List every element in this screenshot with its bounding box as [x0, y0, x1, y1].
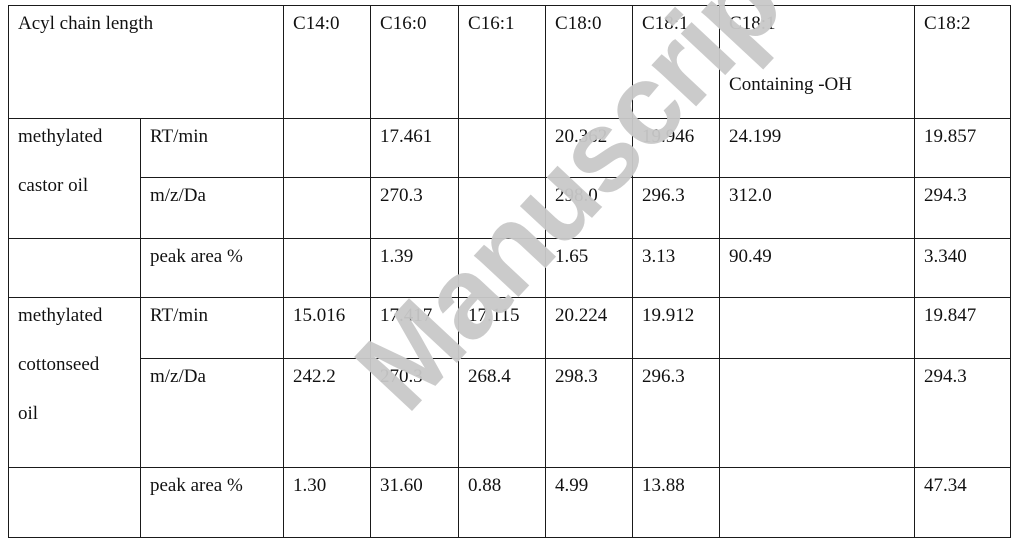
acyl-chain-length-table-wrapper: Acyl chain length C14:0 C16:0 C16:1 C18:… — [7, 5, 1012, 538]
cell-cottonseed-rt-c161: 17.115 — [458, 297, 547, 359]
group-label-castor-oil: methylated castor oil — [8, 118, 141, 239]
header-col-c180-label: C18:0 — [555, 13, 602, 34]
header-col-c160-label: C16:0 — [380, 13, 427, 34]
cell-castor-rt-c160: 17.461 — [370, 118, 460, 178]
group-label-cottonseed-oil-line1: methylated — [18, 305, 103, 326]
table-row: m/z/Da 242.2 270.3 268.4 298.3 296.3 294… — [9, 358, 1012, 468]
cell-castor-mz-c161 — [458, 177, 547, 239]
cell-castor-pa-c160: 1.39 — [370, 238, 460, 298]
header-col-c160: C16:0 — [370, 5, 460, 119]
cell-cottonseed-rt-c181: 19.912 — [632, 297, 721, 359]
cell-castor-rt-c181: 19.946 — [632, 118, 721, 178]
cell-cottonseed-pa-c181: 13.88 — [632, 467, 721, 538]
cell-castor-rt-c180: 20.362 — [545, 118, 634, 178]
header-col-c140-label: C14:0 — [293, 13, 340, 34]
header-col-c181: C18:1 — [632, 5, 721, 119]
header-col-c161-label: C16:1 — [468, 13, 515, 34]
cell-cottonseed-rt-c182: 19.847 — [914, 297, 1012, 359]
cell-cottonseed-rt-c160: 17.417 — [370, 297, 460, 359]
cell-cottonseed-rt-c181-oh — [719, 297, 916, 359]
cell-cottonseed-pa-c181-oh — [719, 467, 916, 538]
table-row: peak area % 1.39 1.65 3.13 90.49 3.340 — [8, 238, 1012, 298]
table-row: m/z/Da 270.3 298.0 296.3 312.0 294.3 — [9, 177, 1012, 239]
cell-castor-rt-c181-oh: 24.199 — [719, 118, 916, 178]
metric-label-rt-cottonseed: RT/min — [139, 297, 285, 359]
header-col-c140: C14:0 — [283, 5, 372, 119]
cell-castor-mz-c160: 270.3 — [370, 177, 460, 239]
group-label-cottonseed-oil-line2: cottonseed — [18, 353, 100, 375]
cell-castor-pa-c181-oh: 90.49 — [719, 238, 916, 298]
metric-label-rt-castor: RT/min — [139, 118, 285, 178]
cell-castor-rt-c161 — [458, 118, 547, 178]
cell-castor-pa-c181: 3.13 — [632, 238, 721, 298]
cell-castor-rt-c182: 19.857 — [914, 118, 1012, 178]
cell-castor-pa-c140 — [283, 238, 372, 298]
cell-cottonseed-pa-c161: 0.88 — [458, 467, 547, 538]
cell-castor-mz-c180: 298.0 — [545, 177, 634, 239]
cell-cottonseed-mz-c160: 270.3 — [370, 358, 460, 468]
cell-cottonseed-mz-c140: 242.2 — [283, 358, 372, 468]
header-col-c181-oh: C18:1 Containing -OH — [719, 5, 916, 119]
group-label-cottonseed-oil-line3: oil — [18, 402, 39, 424]
metric-label-mz-cottonseed: m/z/Da — [139, 358, 285, 468]
table-row: methylated castor oil RT/min 17.461 20.3… — [8, 118, 1012, 239]
cell-castor-mz-c140 — [283, 177, 372, 239]
header-row-label: Acyl chain length — [7, 5, 285, 119]
cell-cottonseed-mz-c180: 298.3 — [545, 358, 634, 468]
table-row: peak area % 1.30 31.60 0.88 4.99 13.88 4… — [8, 467, 1012, 538]
metric-label-mz-castor: m/z/Da — [139, 177, 285, 239]
header-col-c181-oh-sublabel: Containing -OH — [729, 73, 852, 95]
header-col-c161: C16:1 — [458, 5, 547, 119]
cell-castor-rt-c140 — [283, 118, 372, 178]
cell-castor-pa-c182: 3.340 — [914, 238, 1012, 298]
group-label-castor-oil-spacer — [8, 238, 141, 298]
cell-cottonseed-mz-c181-oh — [719, 358, 916, 468]
cell-castor-mz-c181: 296.3 — [632, 177, 721, 239]
table-row: methylated cottonseed oil RT/min 15.016 … — [8, 297, 1012, 468]
page-canvas: Manuscript Acyl chain length C14: — [7, 0, 1012, 538]
cell-cottonseed-mz-c182: 294.3 — [914, 358, 1012, 468]
cell-cottonseed-rt-c140: 15.016 — [283, 297, 372, 359]
group-label-castor-oil-line1: methylated — [18, 126, 103, 147]
cell-cottonseed-mz-c161: 268.4 — [458, 358, 547, 468]
group-label-castor-oil-line2: castor oil — [18, 174, 89, 196]
table-header-row: Acyl chain length C14:0 C16:0 C16:1 C18:… — [7, 5, 1012, 119]
cell-cottonseed-pa-c180: 4.99 — [545, 467, 634, 538]
cell-castor-pa-c180: 1.65 — [545, 238, 634, 298]
header-col-c182: C18:2 — [914, 5, 1012, 119]
cell-cottonseed-pa-c140: 1.30 — [283, 467, 372, 538]
acyl-chain-length-table: Acyl chain length C14:0 C16:0 C16:1 C18:… — [7, 5, 1012, 538]
cell-cottonseed-pa-c182: 47.34 — [914, 467, 1012, 538]
header-col-c182-label: C18:2 — [924, 13, 971, 34]
group-label-cottonseed-oil: methylated cottonseed oil — [8, 297, 141, 468]
metric-label-peakarea-castor: peak area % — [139, 238, 285, 298]
cell-cottonseed-mz-c181: 296.3 — [632, 358, 721, 468]
cell-castor-mz-c181-oh: 312.0 — [719, 177, 916, 239]
header-col-c180: C18:0 — [545, 5, 634, 119]
group-label-cottonseed-oil-spacer — [8, 467, 141, 538]
cell-castor-mz-c182: 294.3 — [914, 177, 1012, 239]
metric-label-peakarea-cottonseed: peak area % — [139, 467, 285, 538]
header-col-c181-oh-label: C18:1 — [729, 13, 776, 34]
cell-cottonseed-rt-c180: 20.224 — [545, 297, 634, 359]
header-col-c181-label: C18:1 — [642, 13, 689, 34]
cell-castor-pa-c161 — [458, 238, 547, 298]
cell-cottonseed-pa-c160: 31.60 — [370, 467, 460, 538]
